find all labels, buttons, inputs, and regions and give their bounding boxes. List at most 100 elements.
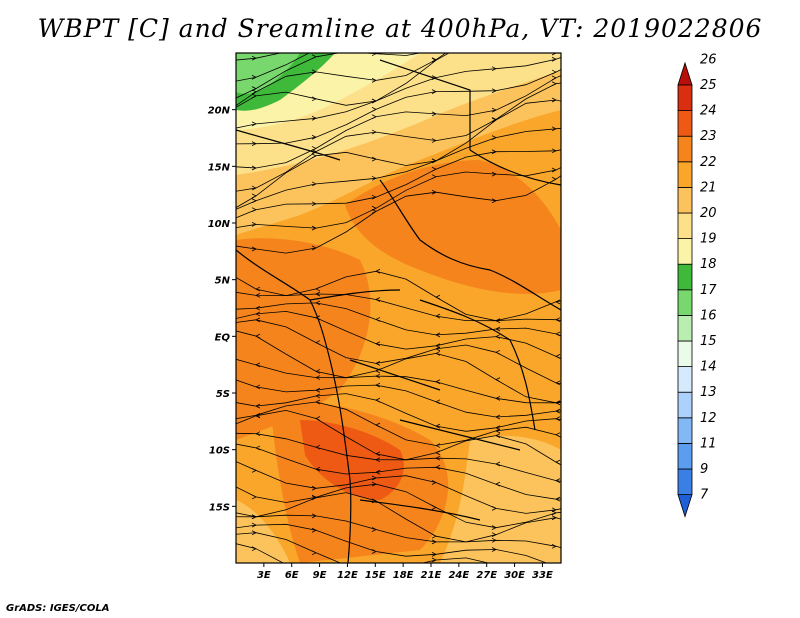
colorbar-label: 12 [700,411,717,426]
streamline [236,53,283,61]
streamline-arrow [315,340,321,345]
streamline-arrow [551,148,557,154]
colorbar-segment [677,84,693,112]
streamline-arrow [251,89,257,95]
streamline-arrow [315,444,321,450]
streamline-arrow [432,564,436,568]
streamline-arrow [495,395,501,401]
streamline-arrow [551,97,557,103]
streamline-arrow [315,375,321,380]
colorbar-segment [677,468,693,496]
streamline-arrow [432,29,436,33]
streamline-arrow [551,75,557,81]
streamline-arrow [311,134,317,140]
colorbar-label: 19 [700,232,717,247]
streamline-arrow [491,506,497,511]
streamline-arrow [552,608,556,612]
streamline-arrow [495,414,501,420]
streamline-arrow [435,351,441,356]
streamline-arrow [371,175,377,181]
streamline-arrow [492,22,496,26]
streamline-arrow [255,403,261,409]
streamline-arrow [371,129,377,135]
colorbar-segment [677,161,693,188]
streamline-arrow [431,166,437,172]
streamline-arrow [435,423,441,429]
streamline [236,302,561,337]
lon-tick-label: 15E [365,570,386,581]
streamline-arrow [311,550,317,556]
lon-axis: 3E 6E 9E 12E 15E 18E 21E 24E 27E 30E 33E [257,563,553,581]
streamline [236,75,561,169]
colorbar-label: 17 [700,283,717,298]
colorbar-high-triangle [677,61,693,86]
streamline [236,99,561,209]
streamline-arrow [251,185,257,191]
map-area [236,16,561,612]
streamline-arrow [311,225,317,231]
streamline-arrow [251,494,257,500]
lat-tick-label: 20N [208,106,231,117]
streamline-arrow [311,96,317,102]
streamline-arrow [251,221,257,227]
lat-tick-label: 10S [209,446,230,457]
streamline-arrow [495,318,501,324]
streamline [236,330,561,404]
colorbar-low-triangle [677,494,693,518]
streamline-arrow [251,246,257,252]
streamline-arrow [255,362,261,368]
lat-tick-label: 15S [209,502,230,513]
streamline-arrow [492,588,496,592]
streamline-arrow [555,400,561,406]
streamline-arrow [251,93,257,99]
streamline-arrow [372,16,376,20]
streamline-arrow [435,346,441,352]
streamline [236,358,561,404]
streamline-arrow [491,117,497,123]
streamline-arrow [551,56,557,62]
streamline-arrow [491,532,497,538]
streamline-arrow [431,89,437,94]
streamline-arrow [255,333,261,339]
streamline-arrow [255,445,261,451]
colorbar-label: 16 [700,308,717,323]
country-borders [236,59,561,563]
streamline-arrow [255,384,261,390]
streamline [236,393,561,432]
streamline-arrow [315,466,321,472]
colorbar-segment [677,442,693,470]
lat-tick-label: EQ [215,332,231,343]
streamline-arrow [311,181,317,187]
streamline [236,514,561,549]
streamline-arrow [375,361,381,366]
streamline [236,175,561,254]
colorbar-label: 13 [700,385,717,400]
streamline-arrow [555,416,561,422]
streamline [236,53,447,107]
streamline-arrow [251,514,257,520]
streamline-arrow [375,373,381,379]
streamline-arrow [492,16,496,20]
streamline [236,379,561,418]
streamline-arrow [251,74,257,80]
streamline [236,69,561,145]
lat-tick-label: 5S [216,389,230,400]
streamline-arrow [435,443,441,448]
colorbar-segment [677,212,693,240]
lat-tick-label: 15N [208,162,231,173]
streamline-arrow [551,81,557,87]
streamline-arrow [315,369,321,374]
streamline-arrow [251,198,257,204]
streamline-arrow [551,126,557,132]
streamline-arrow [255,431,261,437]
streamline-arrow [255,293,261,298]
streamline-arrow [375,451,381,457]
streamline-arrow [555,496,561,502]
streamline-arrow [491,547,497,552]
lat-axis: 20N 15N 10N 5N EQ 5S 10S 15S [208,106,236,513]
streamline-arrow [255,317,261,323]
streamline-arrow [251,193,257,199]
colorbar-segment [677,263,693,291]
streamline-arrow [371,481,377,487]
